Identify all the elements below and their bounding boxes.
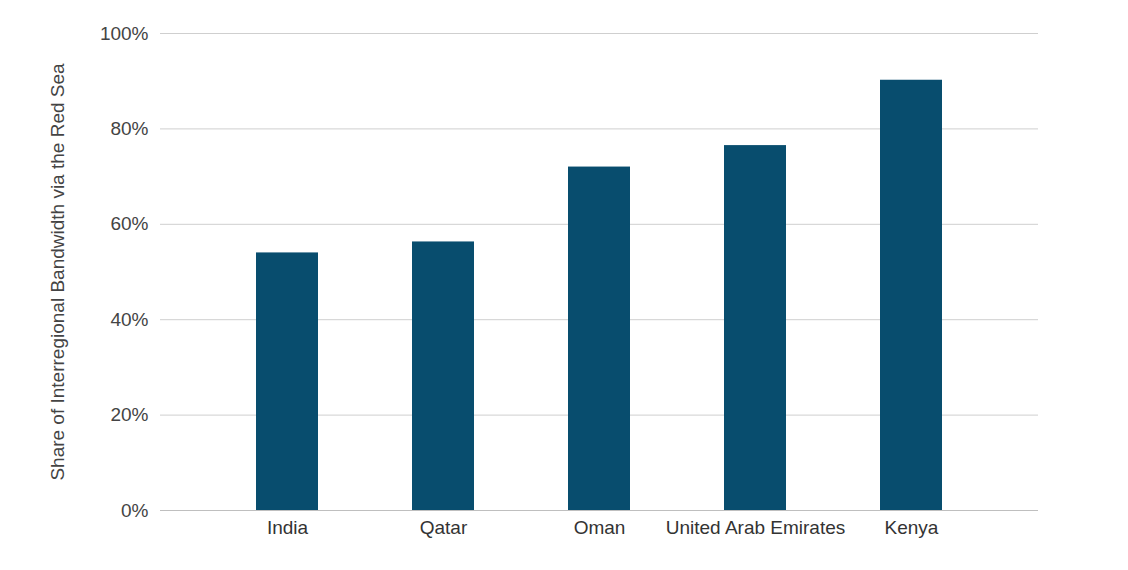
svg-text:0%: 0%: [121, 500, 149, 521]
svg-text:Share of Interregional Bandwid: Share of Interregional Bandwidth via the…: [47, 63, 68, 481]
svg-text:India: India: [267, 517, 309, 538]
svg-text:60%: 60%: [110, 213, 148, 234]
svg-text:United Arab Emirates: United Arab Emirates: [666, 517, 846, 538]
svg-text:20%: 20%: [110, 404, 148, 425]
svg-text:80%: 80%: [110, 118, 148, 139]
svg-text:Oman: Oman: [574, 517, 626, 538]
svg-text:100%: 100%: [100, 23, 149, 44]
svg-text:40%: 40%: [110, 309, 148, 330]
svg-text:Qatar: Qatar: [420, 517, 468, 538]
svg-text:Kenya: Kenya: [885, 517, 939, 538]
